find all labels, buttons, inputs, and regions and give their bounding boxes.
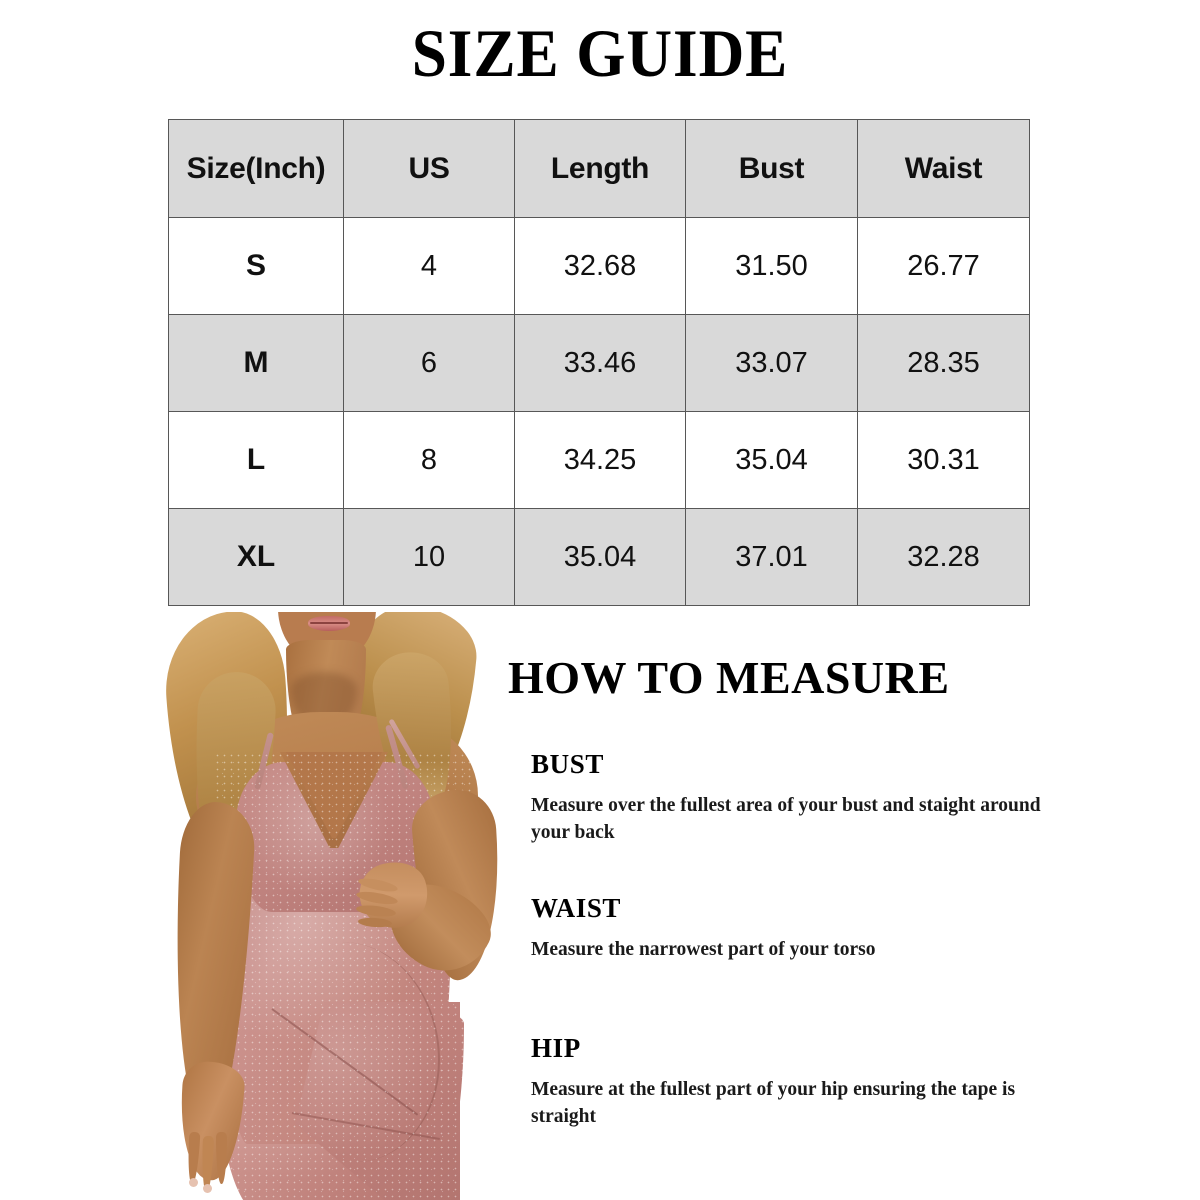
- column-header-length: Length: [514, 119, 686, 218]
- cell-us: 4: [343, 217, 515, 315]
- measure-text-waist: Measure the narrowest part of your torso: [531, 939, 876, 960]
- lip-line: [310, 622, 348, 624]
- nail-left-1: [189, 1178, 198, 1187]
- cell-size: S: [168, 217, 344, 315]
- cell-bust: 35.04: [685, 411, 858, 509]
- table-row: S 4 32.68 31.50 26.77: [168, 217, 1030, 315]
- measure-heading-hip: HIP: [531, 1033, 581, 1063]
- column-header-size: Size(Inch): [168, 119, 344, 218]
- cell-size: L: [168, 411, 344, 509]
- size-table: Size(Inch) US Length Bust Waist S 4 32.6…: [168, 119, 1030, 606]
- column-header-us: US: [343, 119, 515, 218]
- column-header-waist: Waist: [857, 119, 1030, 218]
- table-header-row: Size(Inch) US Length Bust Waist: [168, 119, 1030, 218]
- measure-section-hip: HIP Measure at the fullest part of your …: [531, 1032, 1046, 1130]
- measure-text-hip: Measure at the fullest part of your hip …: [531, 1079, 1016, 1127]
- measure-heading-waist: WAIST: [531, 893, 622, 923]
- dress-seam-curve: [258, 942, 440, 1162]
- cell-size: XL: [168, 508, 344, 606]
- measure-section-waist: WAIST Measure the narrowest part of your…: [531, 892, 1046, 963]
- table-row: M 6 33.46 33.07 28.35: [168, 314, 1030, 412]
- finger-left-1: [186, 1131, 201, 1185]
- cell-bust: 31.50: [685, 217, 858, 315]
- cell-waist: 28.35: [857, 314, 1030, 412]
- table-row: XL 10 35.04 37.01 32.28: [168, 508, 1030, 606]
- measure-heading-bust: BUST: [531, 749, 604, 779]
- size-table-container: Size(Inch) US Length Bust Waist S 4 32.6…: [168, 119, 1030, 606]
- cell-length: 32.68: [514, 217, 686, 315]
- finger-left-3: [216, 1132, 227, 1184]
- product-model-photo: [158, 612, 503, 1200]
- cell-length: 34.25: [514, 411, 686, 509]
- cell-length: 35.04: [514, 508, 686, 606]
- how-to-measure-title: HOW TO MEASURE: [508, 652, 950, 703]
- cell-waist: 26.77: [857, 217, 1030, 315]
- cell-length: 33.46: [514, 314, 686, 412]
- measure-text-bust: Measure over the fullest area of your bu…: [531, 795, 1041, 843]
- cell-waist: 30.31: [857, 411, 1030, 509]
- cell-waist: 32.28: [857, 508, 1030, 606]
- page-title: SIZE GUIDE: [411, 15, 789, 91]
- cell-us: 10: [343, 508, 515, 606]
- nail-left-2: [203, 1184, 212, 1193]
- column-header-bust: Bust: [685, 119, 858, 218]
- cell-bust: 37.01: [685, 508, 858, 606]
- measure-section-bust: BUST Measure over the fullest area of yo…: [531, 748, 1046, 846]
- table-row: L 8 34.25 35.04 30.31: [168, 411, 1030, 509]
- cell-us: 8: [343, 411, 515, 509]
- cell-bust: 33.07: [685, 314, 858, 412]
- cell-us: 6: [343, 314, 515, 412]
- cell-size: M: [168, 314, 344, 412]
